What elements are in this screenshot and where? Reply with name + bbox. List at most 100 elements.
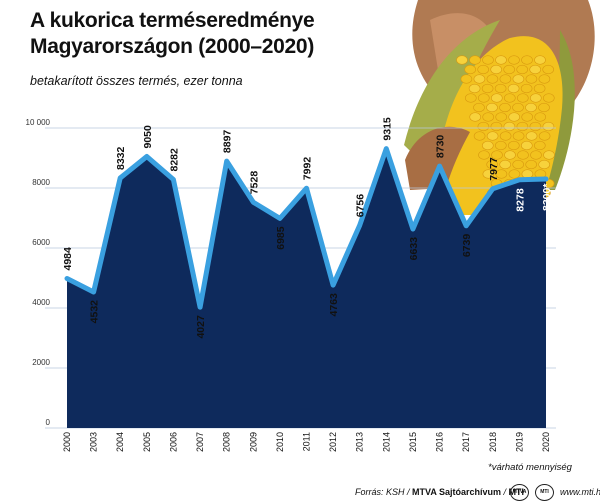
kernel-2 [482,55,494,65]
kernel-38 [525,102,537,113]
kernel-47 [490,121,503,132]
kernel-52 [473,131,486,141]
x-tick-label-2014: 2014 [381,432,391,452]
data-label-2006: 8282 [168,148,180,172]
data-label-2010: 6985 [275,226,287,250]
kernel-67 [530,150,542,160]
y-tick-labels: 0 2000 4000 6000 8000 10 000 [26,118,51,427]
data-label-2019: 8278 [514,188,526,212]
kernel-15 [473,74,486,84]
kernel-51 [542,121,555,132]
kernel-45 [534,112,547,122]
chart-subtitle: betakarított összes termés, ezer tonna [30,74,243,88]
data-label-2012: 4763 [328,293,340,317]
kernel-23 [494,83,507,94]
kernel-72 [525,159,538,170]
kernel-41 [482,112,495,122]
kernel-34 [473,102,485,113]
data-label-2011: 7992 [302,157,314,181]
x-tick-label-2000: 2000 [62,432,72,452]
y-tick-label-1: 2000 [32,358,50,367]
kernel-66 [517,150,529,160]
x-tick-label-2018: 2018 [488,432,498,452]
kernel-63 [478,150,490,160]
kernel-27 [464,93,477,103]
x-tick-label-2007: 2007 [195,432,205,452]
hand-thumb [405,126,470,190]
kernel-68 [543,150,555,160]
series-line [64,146,549,310]
x-tick-label-2005: 2005 [142,432,152,452]
kernel-6 [534,55,546,65]
kernel-21 [468,83,481,94]
kernel-54 [499,131,512,141]
source-credit: Forrás: KSH / MTVA Sajtóarchívum / MTI M… [0,483,600,503]
data-label-2003: 4532 [89,300,101,324]
data-label-2020: 8300* [541,183,553,211]
mtva-logo-icon: MTVA [510,484,529,501]
kernel-0 [456,55,468,65]
x-tick-label-2003: 2003 [89,432,99,452]
kernel-50 [529,121,542,132]
x-tick-label-2008: 2008 [222,432,232,452]
source-separator: / [501,487,509,497]
kernel-36 [499,102,511,113]
kernel-44 [521,112,534,122]
y-tick-label-3: 6000 [32,238,50,247]
kernel-13 [542,64,555,75]
data-label-2016: 8730 [435,135,447,159]
data-label-2015: 6633 [408,237,420,261]
kernel-70 [499,159,512,170]
kernel-25 [520,83,533,94]
data-label-2017: 6739 [461,234,473,258]
kernel-46 [477,121,490,132]
x-tick-label-2020: 2020 [541,432,551,452]
data-label-2000: 4984 [62,247,74,271]
x-tick-label-2006: 2006 [168,432,178,452]
x-tick-label-2010: 2010 [275,432,285,452]
kernel-16 [486,74,499,84]
x-tick-label-2013: 2013 [355,432,365,452]
kernel-20 [538,74,551,84]
kernel-7 [464,64,477,75]
data-label-2007: 4027 [195,315,207,339]
kernel-30 [503,93,516,103]
x-tick-label-2019: 2019 [514,432,524,452]
kernel-22 [481,83,494,94]
x-tick-label-2017: 2017 [461,432,471,452]
kernel-65 [504,150,516,160]
kernel-10 [503,64,516,75]
area-fill [67,148,546,428]
kernel-60 [507,140,520,151]
mti-logo-icon: MTI [535,484,554,501]
x-tick-label-2016: 2016 [435,432,445,452]
x-tick-label-2015: 2015 [408,432,418,452]
data-label-2005: 9050 [142,125,154,149]
kernel-4 [508,55,520,65]
kernel-73 [538,159,551,170]
kernel-32 [529,93,542,103]
y-tick-label-2: 4000 [32,298,50,307]
x-tick-labels: 2000 2003 2004 2005 2006 2007 2008 2009 2010 2011… [62,432,551,452]
data-label-2018: 7977 [488,157,500,181]
source-url: www.mti.hu [560,487,600,497]
kernel-28 [477,93,490,103]
data-label-2014: 9315 [381,117,393,141]
y-tick-label-5: 10 000 [26,118,51,127]
kernel-62 [533,140,546,151]
kernel-43 [508,112,521,122]
kernel-75 [495,169,508,179]
source-text: Forrás: KSH / MTVA Sajtóarchívum / MTI [355,487,524,497]
kernel-5 [521,55,533,65]
kernel-61 [520,140,533,151]
source-prefix: Forrás: KSH / [355,487,413,497]
kernel-19 [525,74,538,84]
kernel-71 [512,159,525,170]
kernel-1 [469,55,481,65]
kernel-26 [533,83,546,94]
kernel-24 [507,83,520,94]
kernel-37 [512,102,524,113]
chart-footnote: *várható mennyiség [488,462,572,473]
kernel-12 [529,64,542,75]
